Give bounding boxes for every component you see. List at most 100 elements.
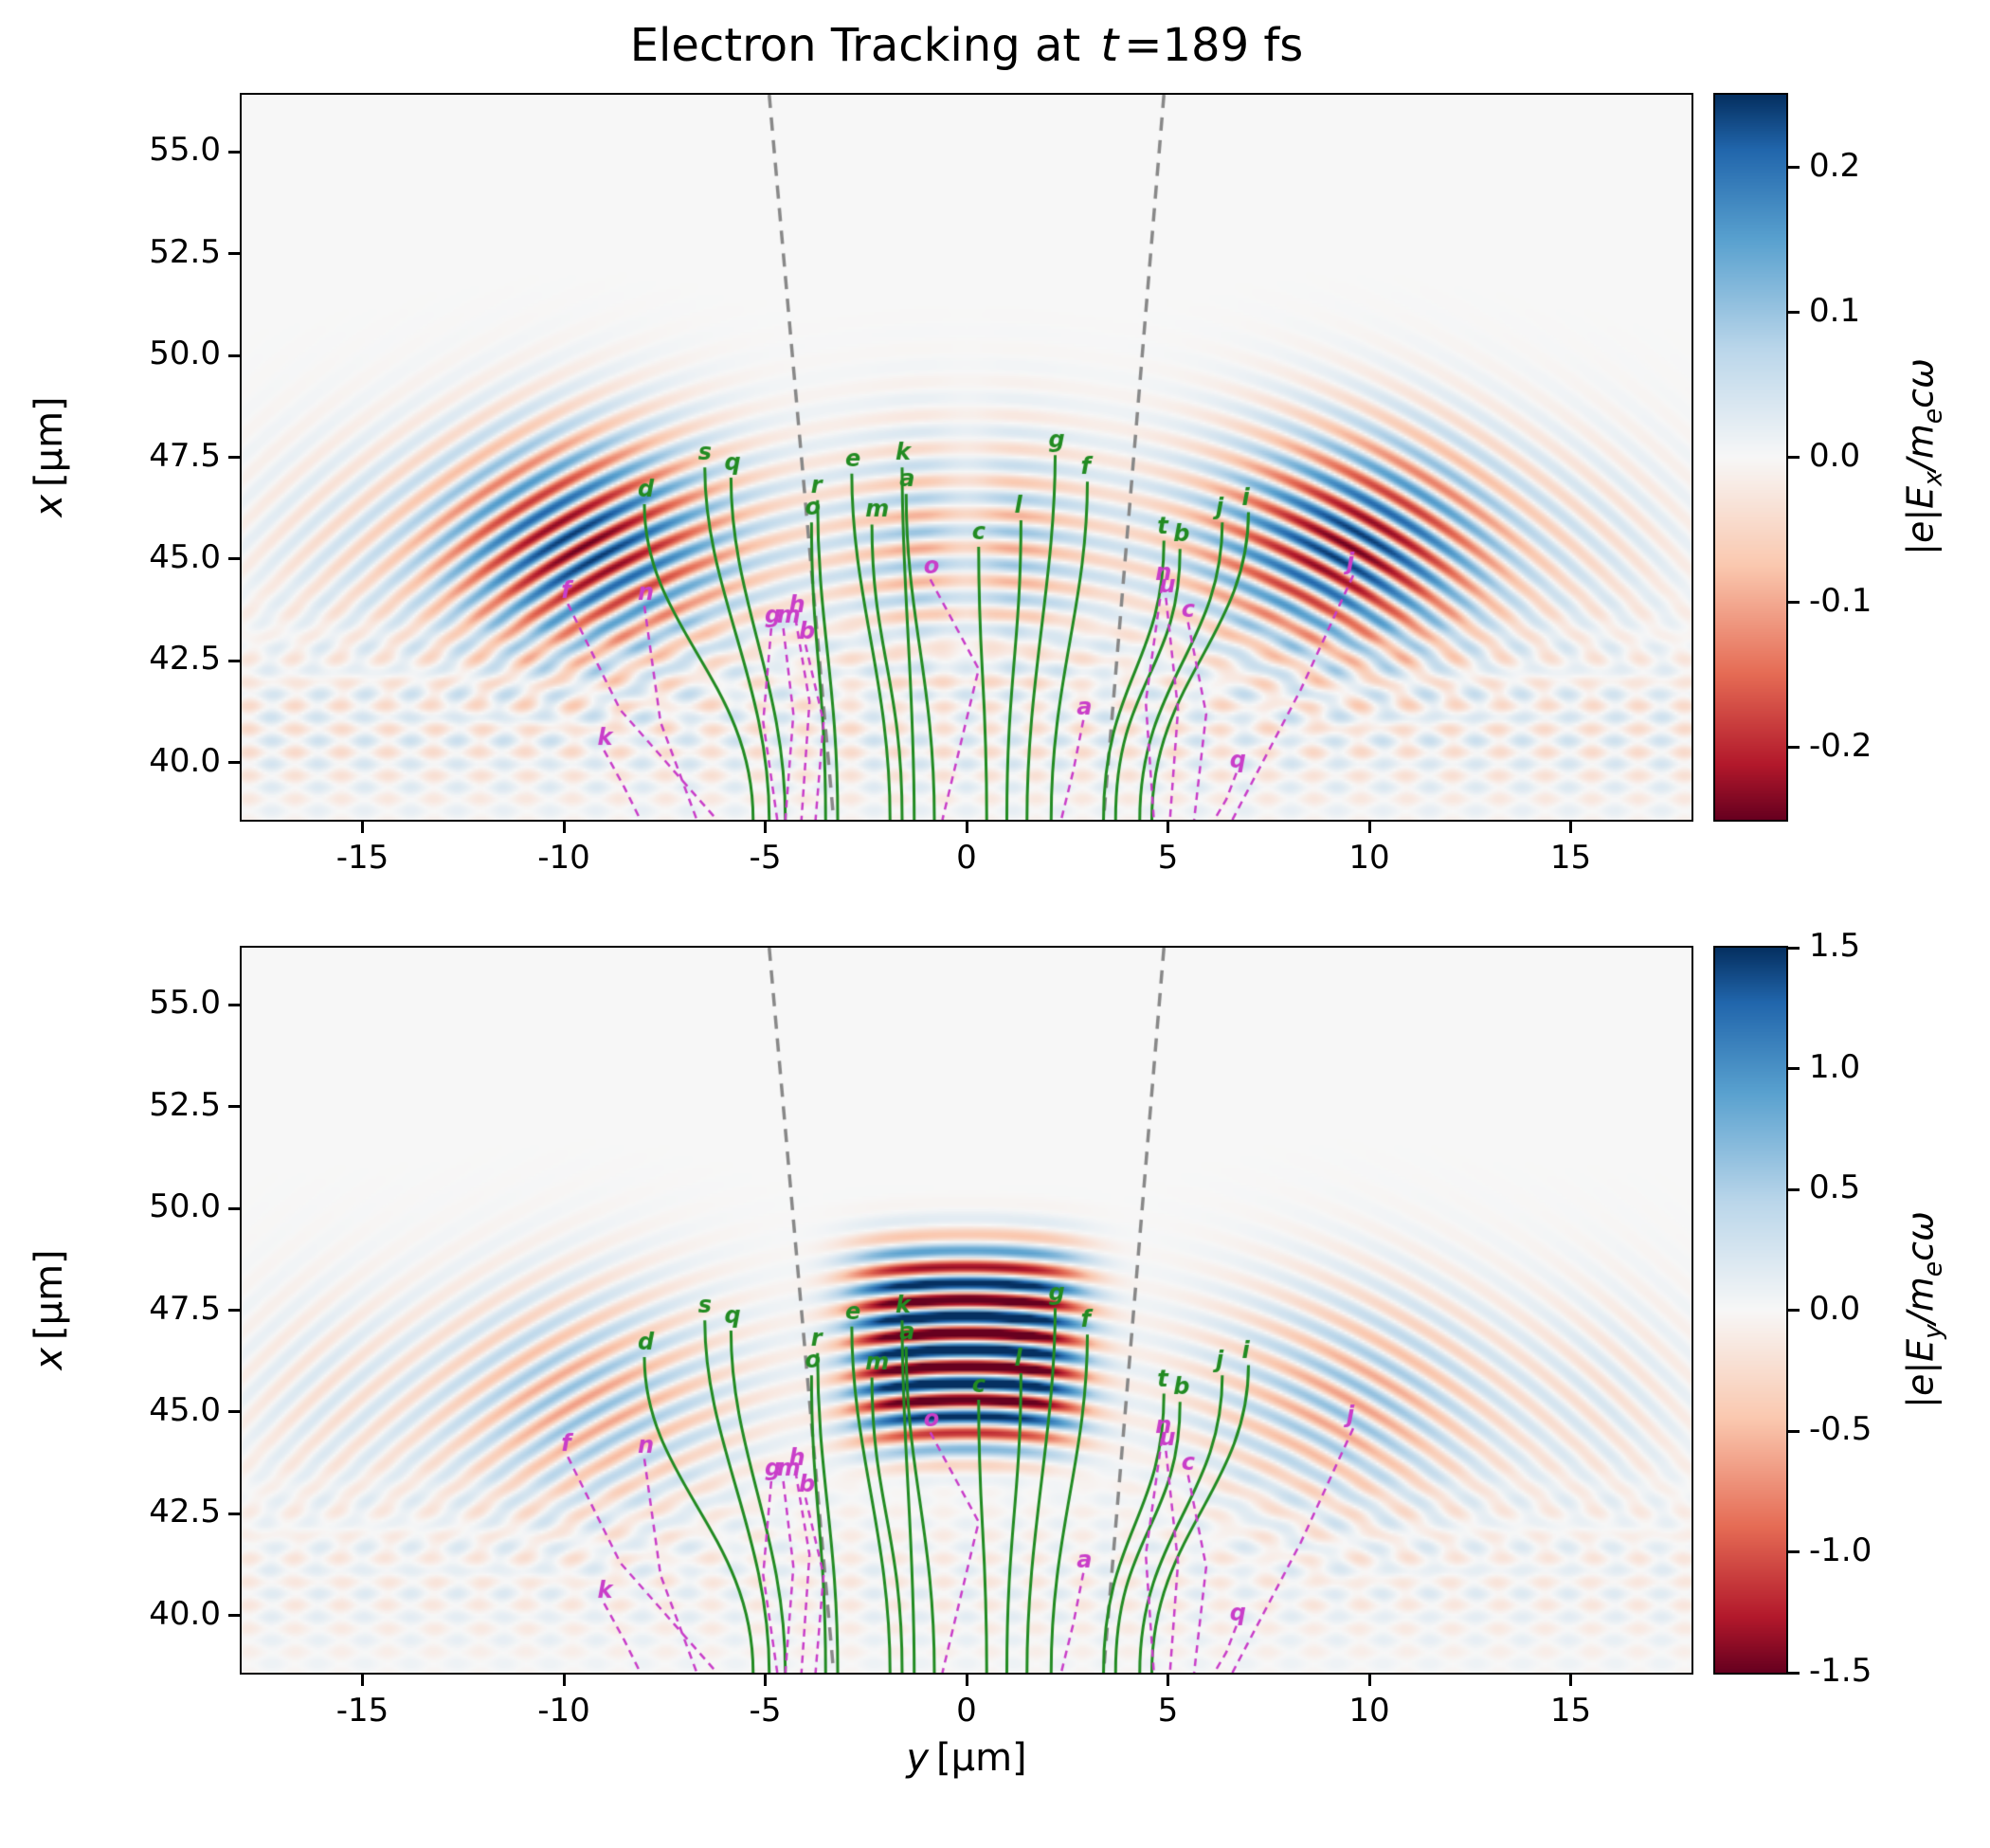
x-tick-mark: [1167, 1673, 1169, 1686]
colorbar-tick-mark: [1786, 946, 1800, 950]
x-tick-mark: [1167, 820, 1169, 833]
colorbar-tick-mark: [1786, 311, 1800, 314]
y-tick-label: 42.5: [149, 1493, 221, 1531]
x-tick-label: 15: [1549, 839, 1592, 877]
colorbar-ey-label-mid: /m: [1899, 1277, 1942, 1325]
x-tick-mark: [764, 1673, 767, 1686]
x-tick-mark: [562, 820, 566, 833]
y-tick-mark: [228, 150, 242, 154]
colorbar-tick-label: -1.0: [1809, 1531, 1872, 1569]
y-tick-mark: [228, 557, 242, 561]
y-axis-unit-top: [μm]: [27, 396, 71, 487]
x-tick-label: -15: [335, 1692, 389, 1730]
figure-title: Electron Tracking at t =189 fs: [242, 19, 1692, 72]
colorbar-tick-mark: [1786, 601, 1800, 604]
y-tick-mark: [228, 1410, 242, 1414]
x-tick-label: 15: [1549, 1692, 1592, 1730]
y-tick-mark: [228, 1105, 242, 1109]
y-tick-label: 55.0: [149, 984, 221, 1023]
x-tick-mark: [361, 820, 364, 833]
x-tick-mark: [1367, 820, 1371, 833]
y-tick-label: 45.0: [149, 537, 221, 576]
y-tick-label: 47.5: [149, 436, 221, 475]
colorbar-tick-mark: [1786, 1550, 1800, 1553]
x-tick-mark: [1569, 820, 1572, 833]
x-tick-label: 0: [956, 1692, 977, 1730]
colorbar-tick-mark: [1786, 746, 1800, 749]
y-tick-mark: [228, 1512, 242, 1515]
colorbar-tick-mark: [1786, 1309, 1800, 1312]
y-tick-mark: [228, 252, 242, 256]
colorbar-tick-label: 1.5: [1809, 927, 1861, 965]
colorbar-tick-mark: [1786, 456, 1800, 459]
y-tick-mark: [228, 1003, 242, 1006]
y-tick-label: 40.0: [149, 741, 221, 780]
colorbar-ey-label-post: cω: [1899, 1211, 1942, 1261]
colorbar-tick-mark: [1786, 1067, 1800, 1070]
x-tick-mark: [361, 1673, 364, 1686]
colorbar-tick-mark: [1786, 1187, 1800, 1191]
y-tick-label: 52.5: [149, 1085, 221, 1124]
y-tick-mark: [228, 1614, 242, 1618]
x-tick-label: -5: [749, 1692, 782, 1730]
colorbar-ex-label-mid: /m: [1899, 424, 1942, 472]
colorbar-tick-label: 0.1: [1809, 291, 1861, 330]
heatmap-ey-canvas: [240, 946, 1693, 1675]
x-axis-variable: y: [906, 1736, 930, 1780]
x-tick-label: 10: [1348, 1692, 1390, 1730]
x-tick-mark: [1569, 1673, 1572, 1686]
y-tick-label: 45.0: [149, 1390, 221, 1429]
x-tick-label: -10: [537, 839, 590, 877]
colorbar-tick-mark: [1786, 1671, 1800, 1675]
x-tick-label: 10: [1348, 839, 1390, 877]
colorbar-ex-label-sub2: e: [1918, 408, 1948, 425]
y-tick-mark: [228, 761, 242, 765]
y-axis-variable-top: x: [27, 494, 71, 517]
x-axis-unit: [μm]: [936, 1736, 1027, 1780]
y-axis-variable-bottom: x: [27, 1347, 71, 1370]
colorbar-ex-canvas: [1713, 93, 1788, 822]
colorbar-ey-label: |e|Ey/mecω: [1900, 1211, 1948, 1408]
y-axis-unit-bottom: [μm]: [27, 1249, 71, 1340]
y-tick-mark: [228, 456, 242, 459]
y-tick-mark: [228, 1309, 242, 1312]
y-axis-label-top: x [μm]: [27, 396, 71, 516]
colorbar-ey-label-sub2: e: [1918, 1260, 1948, 1277]
colorbar-ex-label: |e|Ex/mecω: [1900, 358, 1948, 555]
x-axis-label: y [μm]: [906, 1736, 1026, 1780]
colorbar-tick-label: 0.0: [1809, 436, 1861, 475]
colorbar-tick-label: 0.0: [1809, 1289, 1861, 1328]
colorbar-tick-label: -0.5: [1809, 1410, 1872, 1448]
y-tick-mark: [228, 659, 242, 662]
x-tick-label: -5: [749, 839, 782, 877]
colorbar-tick-label: 0.5: [1809, 1169, 1861, 1206]
x-tick-label: -10: [537, 1692, 590, 1730]
heatmap-ex-canvas: [240, 93, 1693, 822]
title-text: Electron Tracking at: [629, 19, 1095, 72]
y-tick-mark: [228, 353, 242, 357]
y-tick-label: 55.0: [149, 131, 221, 170]
colorbar-tick-label: -1.5: [1809, 1652, 1872, 1690]
colorbar-tick-mark: [1786, 166, 1800, 169]
y-tick-label: 47.5: [149, 1289, 221, 1328]
x-tick-mark: [965, 1673, 968, 1686]
x-tick-label: 5: [1157, 839, 1179, 877]
title-variable: t: [1100, 19, 1119, 72]
colorbar-tick-label: -0.1: [1809, 581, 1872, 620]
colorbar-tick-label: 0.2: [1809, 146, 1861, 185]
y-tick-mark: [228, 1206, 242, 1210]
colorbar-ex-label-post: cω: [1899, 358, 1942, 408]
y-tick-label: 52.5: [149, 232, 221, 271]
y-tick-label: 42.5: [149, 640, 221, 679]
y-axis-label-bottom: x [μm]: [27, 1249, 71, 1369]
x-tick-mark: [1367, 1673, 1371, 1686]
y-tick-label: 50.0: [149, 335, 221, 373]
x-tick-label: 5: [1157, 1692, 1179, 1730]
x-tick-mark: [764, 820, 767, 833]
x-tick-mark: [562, 1673, 566, 1686]
colorbar-ey-label-pre: |e|E: [1899, 1338, 1942, 1408]
colorbar-ey-label-sub: y: [1918, 1324, 1948, 1339]
x-tick-label: -15: [335, 839, 389, 877]
colorbar-ex-label-pre: |e|E: [1899, 485, 1942, 555]
